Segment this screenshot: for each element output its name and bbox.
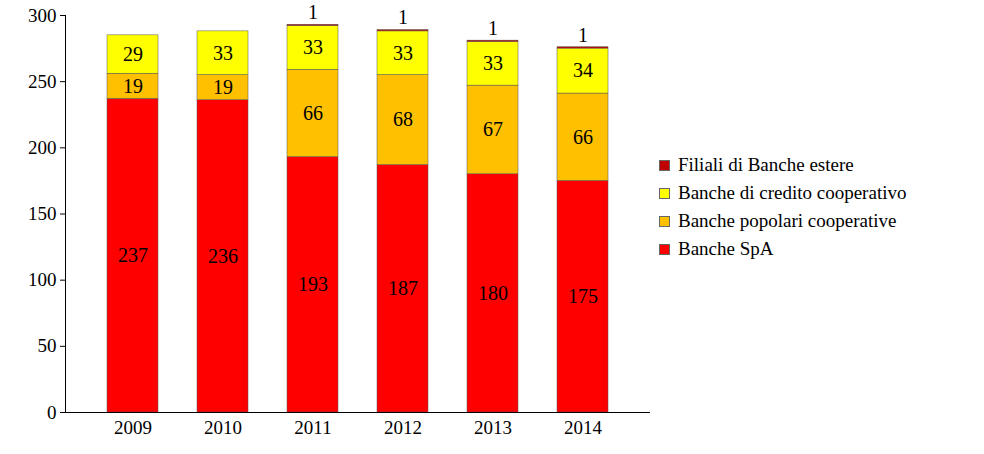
svg-text:187: 187 [388,277,418,299]
svg-text:34: 34 [573,59,593,81]
svg-text:236: 236 [208,245,238,267]
html-text:Banche di credito cooperativo: Banche di credito cooperativo [678,182,907,203]
svg-text:1: 1 [398,6,408,28]
svg-text:29: 29 [123,43,143,65]
svg-text:2014: 2014 [564,417,603,438]
svg-text:250: 250 [28,71,57,92]
svg-text:68: 68 [393,108,413,130]
svg-text:2010: 2010 [204,417,242,438]
svg-text:67: 67 [483,118,503,140]
html-text:Filiali di Banche estere: Filiali di Banche estere [678,154,854,175]
svg-text:150: 150 [28,203,57,224]
svg-text:2013: 2013 [474,417,512,438]
svg-text:2012: 2012 [384,417,422,438]
svg-text:66: 66 [573,126,593,148]
svg-text:66: 66 [303,102,323,124]
svg-text:2009: 2009 [114,417,152,438]
svg-text:193: 193 [298,273,328,295]
svg-text:33: 33 [303,36,323,58]
svg-text:175: 175 [568,285,598,307]
svg-text:1: 1 [578,24,588,46]
html-text:Banche SpA: Banche SpA [678,238,774,259]
svg-text:100: 100 [28,269,57,290]
svg-text:50: 50 [38,335,57,356]
svg-text:1: 1 [488,17,498,39]
svg-text:237: 237 [118,244,148,266]
svg-text:2011: 2011 [294,417,331,438]
svg-text:33: 33 [393,42,413,64]
svg-text:33: 33 [213,42,233,64]
svg-text:19: 19 [213,76,233,98]
svg-text:300: 300 [28,5,57,26]
svg-text:19: 19 [123,75,143,97]
svg-text:1: 1 [308,1,318,23]
svg-text:180: 180 [478,282,508,304]
svg-text:200: 200 [28,137,57,158]
svg-text:0: 0 [47,402,57,423]
html-text:Banche popolari cooperative: Banche popolari cooperative [678,210,897,231]
svg-text:33: 33 [483,52,503,74]
